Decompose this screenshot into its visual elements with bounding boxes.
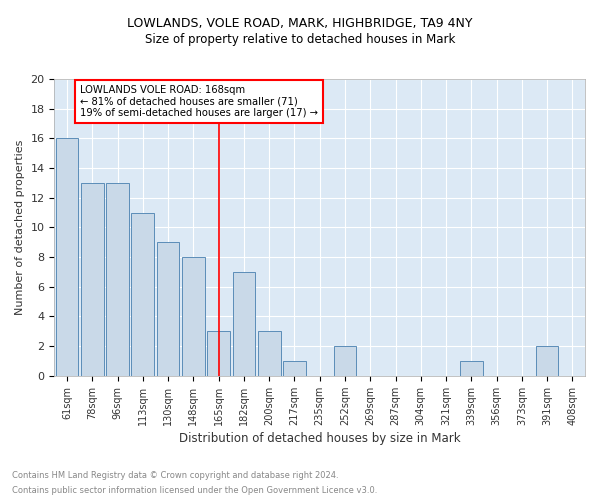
Text: LOWLANDS VOLE ROAD: 168sqm
← 81% of detached houses are smaller (71)
19% of semi: LOWLANDS VOLE ROAD: 168sqm ← 81% of deta… bbox=[80, 85, 317, 118]
Bar bbox=[283, 361, 306, 376]
Bar bbox=[207, 332, 230, 376]
Bar bbox=[81, 183, 104, 376]
X-axis label: Distribution of detached houses by size in Mark: Distribution of detached houses by size … bbox=[179, 432, 461, 445]
Text: Contains public sector information licensed under the Open Government Licence v3: Contains public sector information licen… bbox=[12, 486, 377, 495]
Bar bbox=[258, 332, 281, 376]
Text: LOWLANDS, VOLE ROAD, MARK, HIGHBRIDGE, TA9 4NY: LOWLANDS, VOLE ROAD, MARK, HIGHBRIDGE, T… bbox=[127, 18, 473, 30]
Bar bbox=[233, 272, 255, 376]
Bar bbox=[131, 212, 154, 376]
Bar bbox=[182, 257, 205, 376]
Bar bbox=[536, 346, 559, 376]
Bar bbox=[56, 138, 79, 376]
Bar bbox=[157, 242, 179, 376]
Text: Size of property relative to detached houses in Mark: Size of property relative to detached ho… bbox=[145, 32, 455, 46]
Bar bbox=[106, 183, 129, 376]
Bar bbox=[334, 346, 356, 376]
Bar bbox=[460, 361, 482, 376]
Text: Contains HM Land Registry data © Crown copyright and database right 2024.: Contains HM Land Registry data © Crown c… bbox=[12, 471, 338, 480]
Y-axis label: Number of detached properties: Number of detached properties bbox=[15, 140, 25, 315]
